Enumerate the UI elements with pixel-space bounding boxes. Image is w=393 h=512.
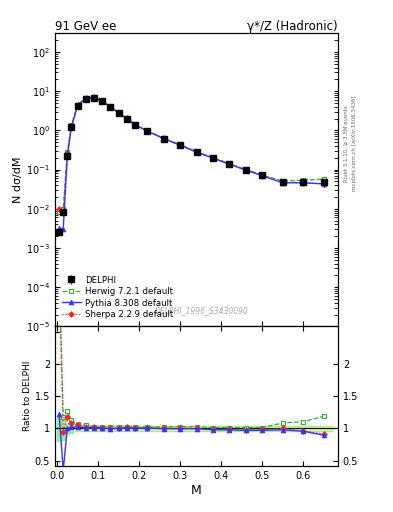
Pythia 8.308 default	[75, 102, 80, 109]
Legend: DELPHI, Herwig 7.2.1 default, Pythia 8.308 default, Sherpa 2.2.9 default: DELPHI, Herwig 7.2.1 default, Pythia 8.3…	[59, 273, 176, 322]
Line: Herwig 7.2.1 default: Herwig 7.2.1 default	[57, 95, 326, 214]
Pythia 8.308 default	[260, 173, 264, 179]
Sherpa 2.2.9 default	[194, 149, 199, 155]
Sherpa 2.2.9 default	[61, 209, 66, 216]
Sherpa 2.2.9 default	[243, 167, 248, 173]
Herwig 7.2.1 default	[243, 166, 248, 173]
Pythia 8.308 default	[178, 142, 182, 148]
Herwig 7.2.1 default	[116, 110, 121, 116]
Herwig 7.2.1 default	[178, 142, 182, 148]
Herwig 7.2.1 default	[65, 149, 70, 155]
Pythia 8.308 default	[321, 181, 326, 187]
Sherpa 2.2.9 default	[92, 94, 96, 100]
Pythia 8.308 default	[108, 104, 113, 110]
Sherpa 2.2.9 default	[125, 115, 129, 121]
Herwig 7.2.1 default	[280, 178, 285, 184]
Text: 91 GeV ee: 91 GeV ee	[55, 20, 116, 33]
Pythia 8.308 default	[194, 149, 199, 155]
Sherpa 2.2.9 default	[100, 98, 105, 104]
Herwig 7.2.1 default	[211, 155, 215, 161]
Herwig 7.2.1 default	[227, 161, 231, 167]
Text: Rivet 3.1.10, ≥ 3.5M events: Rivet 3.1.10, ≥ 3.5M events	[344, 105, 349, 182]
Sherpa 2.2.9 default	[108, 103, 113, 110]
Pythia 8.308 default	[125, 115, 129, 121]
Text: γ*/Z (Hadronic): γ*/Z (Hadronic)	[247, 20, 338, 33]
Herwig 7.2.1 default	[108, 103, 113, 110]
X-axis label: M: M	[191, 483, 202, 497]
Herwig 7.2.1 default	[301, 177, 305, 183]
Line: Sherpa 2.2.9 default: Sherpa 2.2.9 default	[57, 95, 326, 215]
Line: Pythia 8.308 default: Pythia 8.308 default	[57, 95, 326, 232]
Pythia 8.308 default	[116, 110, 121, 116]
Sherpa 2.2.9 default	[227, 161, 231, 167]
Pythia 8.308 default	[83, 95, 88, 101]
Herwig 7.2.1 default	[162, 135, 166, 141]
Herwig 7.2.1 default	[194, 148, 199, 155]
Herwig 7.2.1 default	[69, 122, 74, 129]
Herwig 7.2.1 default	[321, 176, 326, 182]
Pythia 8.308 default	[100, 98, 105, 104]
Pythia 8.308 default	[162, 136, 166, 142]
Sherpa 2.2.9 default	[65, 150, 70, 156]
Sherpa 2.2.9 default	[211, 155, 215, 161]
Y-axis label: Ratio to DELPHI: Ratio to DELPHI	[23, 361, 32, 431]
Text: mcplots.cern.ch [arXiv:1306.3436]: mcplots.cern.ch [arXiv:1306.3436]	[352, 96, 357, 191]
Sherpa 2.2.9 default	[260, 173, 264, 179]
Herwig 7.2.1 default	[260, 172, 264, 178]
Pythia 8.308 default	[280, 180, 285, 186]
Pythia 8.308 default	[243, 167, 248, 173]
Herwig 7.2.1 default	[75, 102, 80, 108]
Herwig 7.2.1 default	[57, 208, 61, 215]
Pythia 8.308 default	[301, 180, 305, 186]
Herwig 7.2.1 default	[92, 94, 96, 100]
Pythia 8.308 default	[69, 124, 74, 130]
Sherpa 2.2.9 default	[145, 128, 150, 134]
Sherpa 2.2.9 default	[132, 121, 137, 127]
Pythia 8.308 default	[145, 128, 150, 134]
Sherpa 2.2.9 default	[83, 95, 88, 101]
Herwig 7.2.1 default	[145, 128, 150, 134]
Sherpa 2.2.9 default	[69, 123, 74, 129]
Text: DELPHI_1996_S3430090: DELPHI_1996_S3430090	[155, 306, 249, 315]
Herwig 7.2.1 default	[132, 121, 137, 127]
Sherpa 2.2.9 default	[57, 206, 61, 212]
Pythia 8.308 default	[132, 121, 137, 127]
Pythia 8.308 default	[57, 225, 61, 231]
Pythia 8.308 default	[227, 161, 231, 167]
Pythia 8.308 default	[61, 226, 66, 232]
Sherpa 2.2.9 default	[116, 110, 121, 116]
Pythia 8.308 default	[92, 95, 96, 101]
Herwig 7.2.1 default	[61, 206, 66, 212]
Sherpa 2.2.9 default	[75, 102, 80, 108]
Pythia 8.308 default	[65, 153, 70, 159]
Herwig 7.2.1 default	[125, 115, 129, 121]
Sherpa 2.2.9 default	[162, 135, 166, 141]
Sherpa 2.2.9 default	[301, 180, 305, 186]
Sherpa 2.2.9 default	[321, 180, 326, 186]
Herwig 7.2.1 default	[100, 98, 105, 104]
Y-axis label: N dσ/dM: N dσ/dM	[13, 157, 23, 203]
Herwig 7.2.1 default	[83, 95, 88, 101]
Pythia 8.308 default	[211, 155, 215, 161]
Sherpa 2.2.9 default	[178, 142, 182, 148]
Sherpa 2.2.9 default	[280, 179, 285, 185]
